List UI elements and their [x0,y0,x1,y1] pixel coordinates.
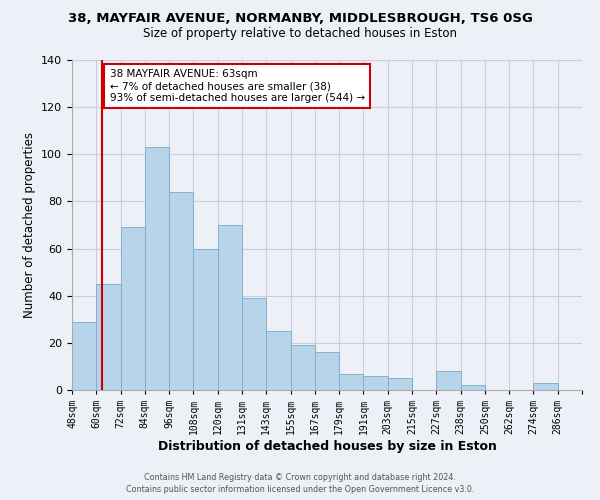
Bar [96,284,121,390]
Bar [339,374,364,390]
Bar [242,298,266,390]
Bar [193,248,218,390]
Text: 38, MAYFAIR AVENUE, NORMANBY, MIDDLESBROUGH, TS6 0SG: 38, MAYFAIR AVENUE, NORMANBY, MIDDLESBRO… [68,12,532,26]
Bar [461,386,485,390]
Text: 38 MAYFAIR AVENUE: 63sqm
← 7% of detached houses are smaller (38)
93% of semi-de: 38 MAYFAIR AVENUE: 63sqm ← 7% of detache… [110,70,365,102]
Bar [218,225,242,390]
Bar [266,331,290,390]
Bar [145,147,169,390]
Bar [533,383,558,390]
Bar [169,192,193,390]
Text: Size of property relative to detached houses in Eston: Size of property relative to detached ho… [143,28,457,40]
Bar [364,376,388,390]
Bar [388,378,412,390]
Bar [72,322,96,390]
Bar [315,352,339,390]
Bar [436,371,461,390]
Text: Contains HM Land Registry data © Crown copyright and database right 2024.
Contai: Contains HM Land Registry data © Crown c… [126,472,474,494]
X-axis label: Distribution of detached houses by size in Eston: Distribution of detached houses by size … [158,440,496,453]
Bar [290,345,315,390]
Bar [121,228,145,390]
Y-axis label: Number of detached properties: Number of detached properties [23,132,35,318]
